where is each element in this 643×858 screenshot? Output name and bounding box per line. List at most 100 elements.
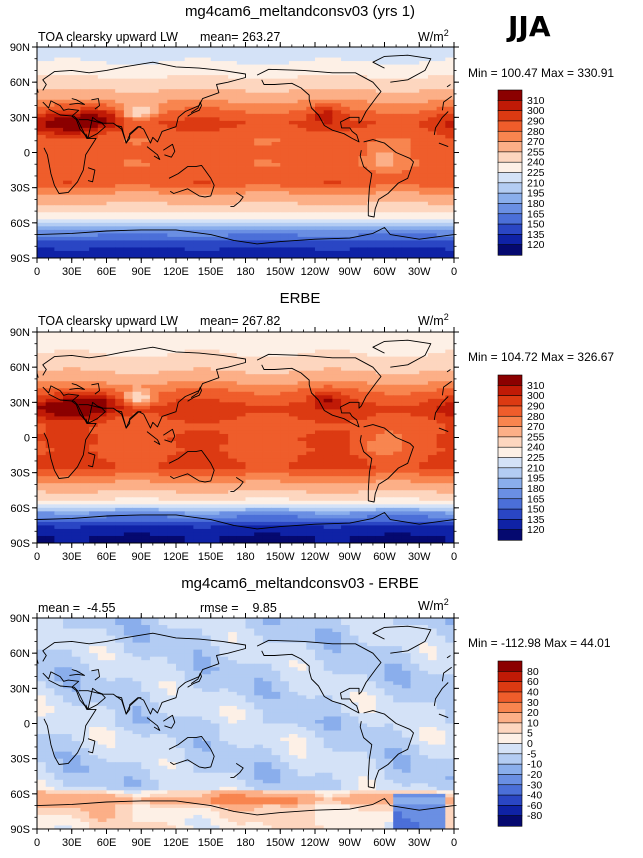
- coastline-segment: [78, 690, 106, 710]
- panel-1-mean-label: mean= 263.27: [200, 30, 280, 44]
- coastline-segment: [115, 696, 142, 715]
- colorbar-label: -30: [527, 779, 542, 791]
- panel-3-units-exp: 2: [443, 597, 449, 607]
- coastline-segment: [37, 512, 454, 530]
- panel-2-colorbar: 3103002902802702552402252101951801651501…: [497, 374, 545, 541]
- colorbar-label: 165: [527, 493, 545, 505]
- x-tick-label: 180: [236, 837, 254, 849]
- x-tick-label: 90W: [338, 266, 361, 278]
- colorbar-swatch: [497, 784, 523, 796]
- coastline-segment: [256, 353, 382, 428]
- x-tick-label: 0: [451, 837, 457, 849]
- x-tick-label: 30W: [408, 266, 431, 278]
- colorbar-swatch: [497, 753, 523, 765]
- colorbar-label: 20: [527, 707, 539, 719]
- x-tick-label: 0: [34, 837, 40, 849]
- colorbar-label: 120: [527, 239, 545, 251]
- colorbar-swatch: [497, 691, 523, 703]
- panel-1-units-exp: 2: [443, 28, 449, 38]
- colorbar-swatch: [497, 774, 523, 786]
- y-tick-label: 30N: [10, 112, 30, 124]
- coastline-segment: [256, 639, 382, 714]
- coastline-segment: [187, 101, 202, 117]
- y-tick-label: 60N: [10, 362, 30, 374]
- y-tick-label: 60S: [10, 218, 30, 230]
- coastline-segment: [146, 146, 161, 160]
- panel-1-mean-text: mean=: [200, 30, 239, 44]
- panel-3-mean-text: mean =: [38, 601, 81, 615]
- colorbar-label: 225: [527, 167, 545, 179]
- coastline-segment: [359, 139, 414, 218]
- coastline-segment: [359, 424, 414, 503]
- x-tick-label: 150E: [198, 551, 224, 563]
- panel-3-mean-value: -4.55: [87, 601, 116, 615]
- y-tick-label: 60S: [10, 789, 30, 801]
- colorbar-label: 310: [527, 95, 545, 107]
- panel-3-units: W/m2: [418, 597, 449, 613]
- panel-1-coastlines: [37, 54, 454, 245]
- x-tick-label: 150E: [198, 837, 224, 849]
- x-tick-label: 30E: [62, 266, 82, 278]
- coastline-segment: [43, 108, 449, 194]
- colorbar-swatch: [497, 712, 523, 724]
- panel-2-mean-value: 267.82: [242, 314, 281, 328]
- panel-1-field: [37, 47, 454, 258]
- x-tick-label: 60E: [97, 837, 117, 849]
- colorbar-swatch: [497, 805, 523, 817]
- colorbar-label: 255: [527, 146, 545, 158]
- x-tick-label: 150E: [198, 266, 224, 278]
- colorbar-label: 10: [527, 717, 539, 729]
- x-tick-label: 150W: [266, 266, 295, 278]
- x-tick-label: 30W: [408, 837, 431, 849]
- colorbar-swatch: [497, 681, 523, 693]
- coastline-segment: [87, 167, 96, 183]
- x-tick-label: 120E: [163, 837, 189, 849]
- coastline-segment: [187, 386, 202, 402]
- panel-2-units: W/m2: [418, 312, 449, 328]
- coastline-segment: [372, 54, 432, 83]
- coastline-segment: [146, 717, 161, 731]
- panel-3-minmax: Min = -112.98 Max = 44.01: [468, 636, 611, 650]
- x-tick-label: 90E: [131, 837, 151, 849]
- x-tick-label: 120W: [301, 837, 330, 849]
- colorbar-label: 165: [527, 208, 545, 220]
- colorbar-label: 240: [527, 157, 545, 169]
- colorbar-label: 40: [527, 686, 539, 698]
- colorbar-label: 255: [527, 431, 545, 443]
- x-tick-label: 60W: [373, 551, 396, 563]
- colorbar-label: -10: [527, 759, 542, 771]
- y-tick-label: 90S: [10, 538, 30, 550]
- coastline-segment: [163, 714, 176, 729]
- panel-3-mean-label: mean = -4.55: [38, 601, 116, 615]
- x-tick-label: 120E: [163, 551, 189, 563]
- coastline-segment: [115, 410, 142, 429]
- panel-2-units-base: W/m: [418, 314, 444, 329]
- x-tick-label: 90W: [338, 551, 361, 563]
- panel-2-coastlines: [37, 339, 454, 530]
- x-tick-label: 0: [451, 551, 457, 563]
- x-tick-label: 150W: [266, 551, 295, 563]
- coastline-segment: [168, 735, 215, 769]
- panel-2-mean-label: mean= 267.82: [200, 314, 280, 328]
- coastline-segment: [256, 68, 382, 143]
- coastline-segment: [42, 346, 452, 429]
- x-tick-label: 30E: [62, 837, 82, 849]
- colorbar-label: -5: [527, 748, 536, 760]
- coastline-segment: [69, 98, 85, 105]
- x-tick-label: 180: [236, 551, 254, 563]
- colorbar-swatch: [497, 701, 523, 714]
- x-tick-label: 90E: [131, 551, 151, 563]
- panel-1-title: mg4cam6_meltandconsv03 (yrs 1): [184, 3, 416, 20]
- y-tick-label: 90S: [10, 253, 30, 265]
- x-tick-label: 60W: [373, 266, 396, 278]
- coastline-segment: [163, 428, 176, 443]
- panel-3-title: mg4cam6_meltandconsv03 - ERBE: [181, 575, 419, 592]
- x-tick-label: 90E: [131, 266, 151, 278]
- panel-3-coastlines: [37, 625, 454, 816]
- y-tick-label: 90N: [10, 613, 30, 625]
- y-tick-label: 60S: [10, 503, 30, 515]
- colorbar-swatch: [497, 244, 523, 256]
- coastline-segment: [359, 710, 414, 789]
